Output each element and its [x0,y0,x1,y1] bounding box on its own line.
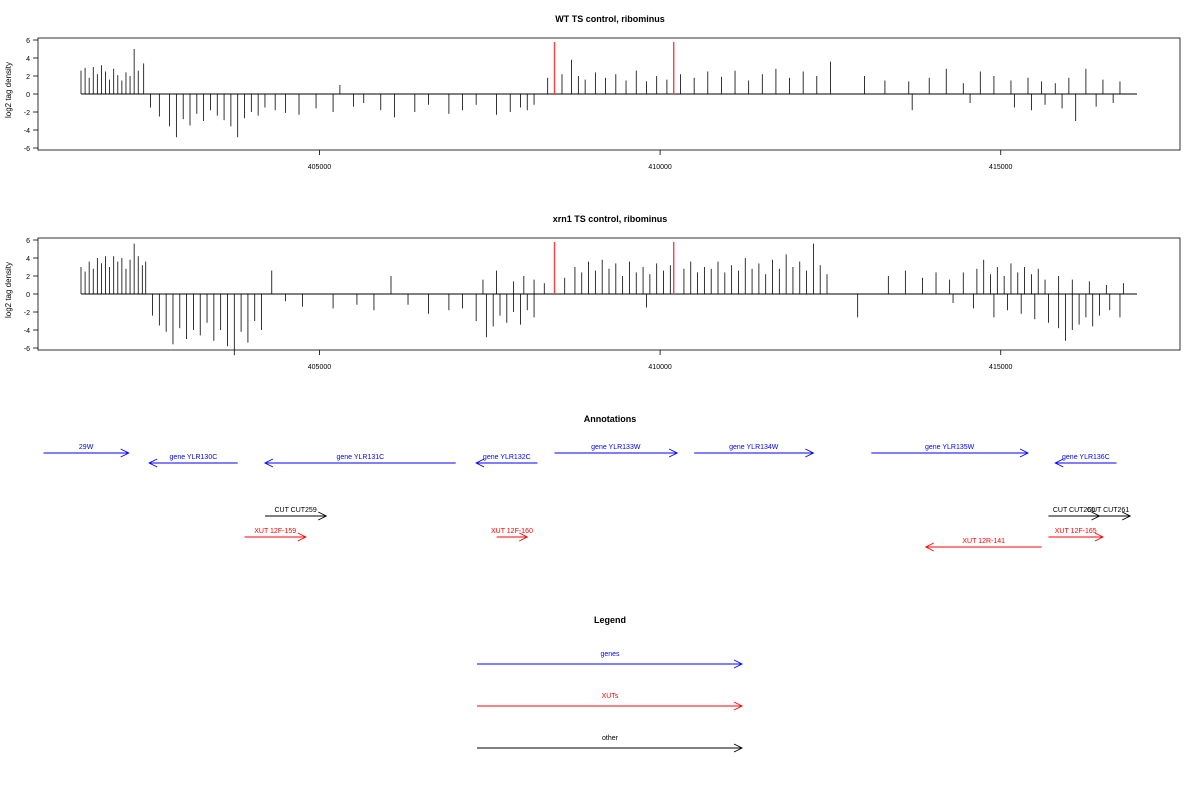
wt-y-axis-label: log2 tag density [4,62,13,118]
annotation-arrowhead [1094,532,1104,542]
annotation-feature: XUT 12R-141 [924,538,1042,552]
annotation-arrowhead [263,458,274,468]
xrn1-y-axis-label: log2 tag density [4,262,13,318]
annotation-arrowhead [805,448,815,458]
annotation-label: 29W [79,444,94,451]
wt-y-tick-label: -6 [24,146,30,153]
wt-y-tick-label: -4 [24,128,30,135]
xrn1-y-tick-label: -2 [24,310,30,317]
annotation-label: XUT 12R-141 [962,538,1005,545]
annotation-arrowhead [1121,511,1132,521]
annotation-label: CUT CUT259 [274,507,316,514]
annotation-label: XUT 12F-165 [1055,528,1097,535]
annotations-panel: Annotations 29W gene YLR130C gene YLR131C g… [43,414,1132,552]
legend-item-genes: genes [477,651,744,669]
annotation-arrowhead [148,458,158,468]
annotation-feature: 29W [43,444,130,458]
legend-item-xuts: XUTs [477,693,744,711]
wt-chart-title: WT TS control, ribominus [555,14,665,24]
xrn1-y-tick-label: 2 [26,274,30,281]
annotation-feature: XUT 12F-165 [1048,528,1104,542]
wt-x-tick-label: 415000 [989,164,1012,171]
annotation-arrowhead [519,532,529,542]
xrn1-y-tick-label: -6 [24,346,30,353]
annotation-feature: gene YLR131C [263,454,456,468]
legend-arrowhead [733,743,744,753]
annotation-label: CUT CUT260 [1053,507,1095,514]
annotation-feature: CUT CUT261 [1085,507,1132,521]
xrn1-y-tick-label: -4 [24,328,30,335]
xrn1-x-tick-label: 410000 [648,364,671,371]
wt-x-tick-label: 410000 [648,164,671,171]
annotation-feature: gene YLR135W [871,444,1029,458]
annotation-arrowhead [1019,448,1029,458]
annotations-title: Annotations [584,414,637,424]
annotation-label: gene YLR131C [336,454,384,461]
wt-y-tick-label: -2 [24,110,30,117]
xrn1-chart-panel: xrn1 TS control, ribominus log2 tag dens… [4,214,1181,371]
legend-label: other [602,735,619,742]
annotation-label: XUT 12F-160 [491,528,533,535]
xrn1-x-tick-label: 415000 [989,364,1012,371]
annotation-label: gene YLR133W [591,444,641,451]
annotation-arrowhead [475,458,485,468]
wt-y-tick-label: 2 [26,74,30,81]
legend-label: XUTs [602,693,619,700]
annotation-arrowhead [1054,458,1064,468]
legend-title: Legend [594,615,626,625]
wt-x-tick-label: 405000 [308,164,331,171]
annotation-label: gene YLR132C [483,454,531,461]
xrn1-x-tick-label: 405000 [308,364,331,371]
wt-y-tick-label: 0 [26,92,30,99]
annotation-arrowhead [924,542,935,552]
annotation-feature: gene YLR133W [554,444,679,458]
wt-y-tick-label: 4 [26,56,30,63]
wt-y-tick-label: 6 [26,38,30,45]
legend-label: genes [600,651,620,658]
annotation-label: gene YLR135W [925,444,975,451]
annotation-arrowhead [318,511,328,521]
annotation-feature: CUT CUT259 [264,507,328,521]
annotation-feature: gene YLR136C [1054,454,1117,468]
xrn1-chart-title: xrn1 TS control, ribominus [553,214,668,224]
annotation-arrowhead [668,448,679,458]
legend-arrowhead [733,659,744,669]
annotation-label: gene YLR134W [729,444,779,451]
annotation-feature: XUT 12F-159 [244,528,307,542]
xrn1-y-tick-label: 6 [26,238,30,245]
annotation-feature: gene YLR134W [694,444,815,458]
xrn1-y-tick-label: 0 [26,292,30,299]
annotation-label: gene YLR136C [1062,454,1110,461]
annotation-feature: gene YLR130C [148,454,238,468]
annotation-feature: gene YLR132C [475,454,538,468]
legend-item-other: other [477,735,744,753]
annotation-feature: XUT 12F-160 [491,528,533,542]
annotation-label: CUT CUT261 [1087,507,1129,514]
annotation-arrowhead [120,448,130,458]
xrn1-y-tick-label: 4 [26,256,30,263]
annotation-label: gene YLR130C [170,454,218,461]
wt-chart-panel: WT TS control, ribominus log2 tag densit… [4,14,1181,171]
legend-panel: Legend genes XUTs other [477,615,744,753]
annotation-label: XUT 12F-159 [254,528,296,535]
annotation-arrowhead [297,532,307,542]
legend-arrowhead [733,701,744,711]
